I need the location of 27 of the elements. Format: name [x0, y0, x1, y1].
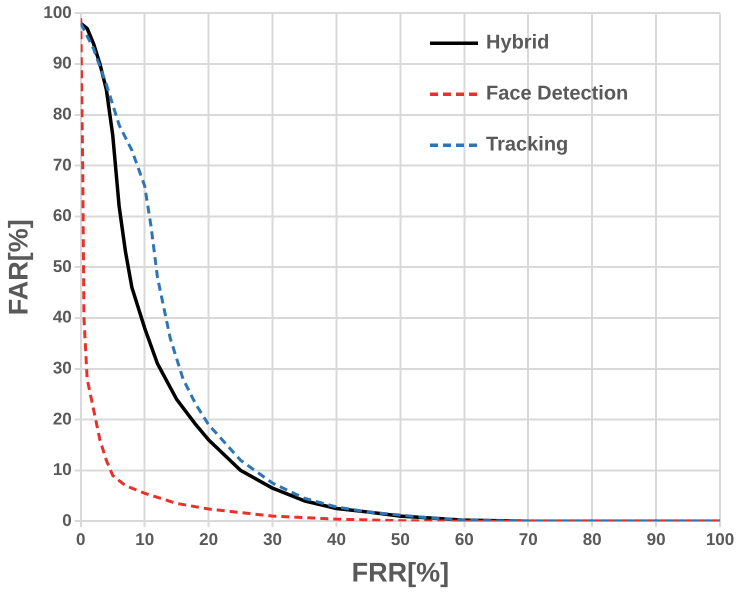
x-tick-label: 50 [390, 530, 410, 550]
x-tick-label: 0 [76, 530, 86, 550]
y-tick-label: 90 [52, 54, 72, 73]
x-tick-label: 80 [582, 530, 602, 550]
y-tick-label: 10 [52, 460, 72, 480]
y-tick-label: 20 [52, 409, 72, 428]
y-tick-label: 40 [52, 308, 72, 327]
x-tick-label: 60 [454, 530, 474, 550]
x-tick-label: 30 [263, 530, 282, 550]
y-tick-label: 0 [62, 510, 72, 530]
y-axis-title: FAR[%] [4, 219, 34, 316]
x-tick-label: 70 [518, 530, 538, 550]
x-tick-label: 10 [135, 530, 154, 550]
y-tick-label: 70 [52, 155, 72, 174]
y-tick-label: 50 [52, 256, 72, 276]
y-tick-label: 30 [52, 358, 72, 378]
legend-label: Hybrid [486, 32, 550, 54]
y-tick-label: 80 [52, 104, 72, 124]
legend-label: Face Detection [486, 82, 628, 105]
y-tick-label: 100 [43, 2, 72, 22]
legend-label: Tracking [486, 134, 568, 156]
y-tick-label: 60 [52, 206, 72, 226]
x-axis-title: FRR[%] [352, 557, 450, 588]
x-tick-label: 100 [706, 530, 734, 550]
x-tick-label: 90 [646, 530, 666, 550]
x-tick-label: 20 [199, 530, 218, 550]
x-tick-label: 40 [326, 530, 346, 550]
